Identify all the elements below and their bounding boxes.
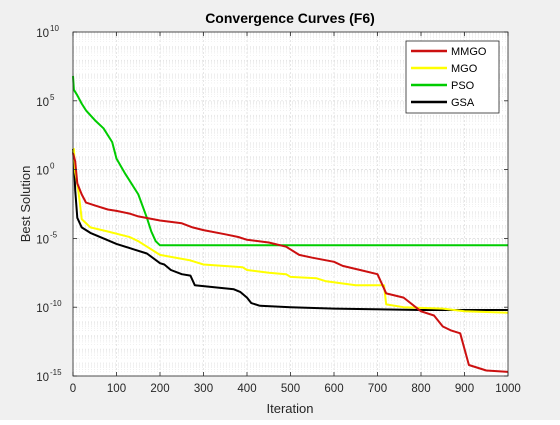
legend-label-mmgo: MMGO	[451, 46, 487, 58]
x-tick-label: 500	[281, 383, 300, 395]
y-tick-exponent: 0	[50, 162, 55, 171]
y-tick-exponent: -5	[50, 230, 58, 239]
x-tick-label: 100	[107, 383, 126, 395]
legend: MMGO MGO PSO GSA	[405, 40, 500, 114]
x-tick-label: 600	[324, 383, 343, 395]
y-tick-base: 10	[36, 166, 49, 178]
series-line-mmgo	[72, 152, 509, 373]
y-tick-base: 10	[36, 234, 49, 246]
y-tick-base: 10	[36, 28, 49, 40]
legend-label-mgo: MGO	[451, 63, 478, 75]
x-tick-label: 400	[237, 383, 256, 395]
series-lines	[72, 75, 509, 373]
x-tick-label: 1000	[495, 383, 521, 395]
y-tick-base: 10	[36, 372, 49, 384]
series-line-pso	[72, 75, 508, 247]
y-tick-exponent: -15	[50, 368, 62, 377]
series-line-mgo	[72, 148, 509, 314]
y-tick-exponent: -10	[50, 299, 62, 308]
x-tick-labels: 0 100 200 300 400 500 600 700 800 900 1000	[70, 383, 521, 395]
tick-marks	[72, 31, 509, 377]
y-tick-base: 10	[36, 97, 49, 109]
chart-title: Convergence Curves (F6)	[205, 10, 375, 26]
x-tick-label: 900	[455, 383, 474, 395]
x-axis-label: Iteration	[267, 401, 314, 416]
series-line-gsa	[72, 148, 508, 311]
y-tick-base: 10	[36, 303, 49, 315]
x-tick-label: 700	[368, 383, 387, 395]
x-tick-label: 300	[194, 383, 213, 395]
x-tick-label: 800	[411, 383, 430, 395]
x-tick-label: 200	[150, 383, 169, 395]
y-tick-exponent: 5	[50, 93, 55, 102]
y-tick-exponent: 10	[50, 24, 59, 33]
legend-label-pso: PSO	[451, 80, 475, 92]
legend-label-gsa: GSA	[451, 97, 475, 109]
y-axis-label: Best Solution	[18, 166, 33, 243]
x-tick-label: 0	[70, 383, 76, 395]
